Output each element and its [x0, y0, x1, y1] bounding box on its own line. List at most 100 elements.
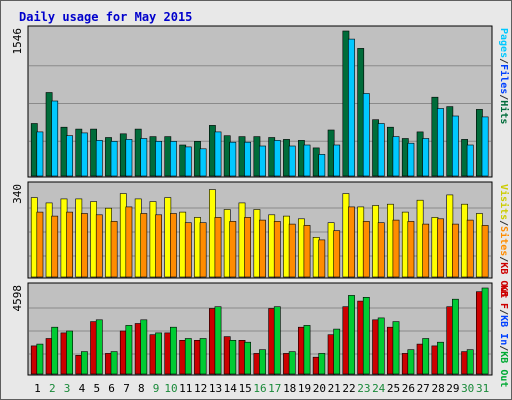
bar	[95, 214, 103, 278]
x-tick-label: 9	[153, 382, 160, 395]
bar	[386, 326, 394, 375]
bar	[386, 126, 394, 177]
bar	[214, 217, 222, 278]
bar	[297, 140, 305, 177]
bar	[446, 306, 454, 375]
bar	[475, 291, 483, 375]
bar	[407, 349, 415, 375]
legend-bottom: KB F/KB In/KB Out	[498, 285, 509, 387]
bar	[348, 295, 355, 375]
x-tick-label: 2	[49, 382, 56, 395]
bar	[244, 217, 251, 278]
bar	[422, 138, 430, 177]
bar	[466, 144, 474, 177]
bar	[194, 141, 201, 177]
bar	[273, 140, 281, 177]
bar	[45, 92, 53, 177]
legend-item: /	[498, 309, 509, 315]
bar	[446, 194, 454, 278]
x-tick-label: 20	[313, 382, 326, 395]
bar	[105, 137, 112, 177]
series-files	[36, 38, 489, 177]
y-max-label-top: 1546	[11, 28, 24, 55]
bar	[303, 144, 311, 177]
bar	[238, 339, 246, 375]
bar	[273, 306, 281, 375]
bar	[95, 319, 103, 375]
bar	[283, 215, 290, 278]
bar	[125, 139, 133, 177]
bar	[179, 211, 187, 278]
bar	[134, 128, 142, 177]
bar	[422, 223, 430, 278]
panel-middle: 340 Visits/Sites/KB Out	[11, 181, 510, 298]
legend-item: /	[498, 345, 509, 351]
x-tick-label: 14	[224, 382, 238, 395]
x-tick-label: 18	[283, 382, 296, 395]
bar	[179, 339, 187, 375]
bar	[437, 108, 444, 177]
bar	[36, 211, 44, 278]
legend-item: Visits	[498, 184, 510, 220]
bar	[214, 131, 222, 177]
bar	[333, 328, 341, 375]
bar	[259, 349, 266, 375]
bar	[75, 198, 83, 278]
x-tick-label: 6	[108, 382, 115, 395]
x-tick-label: 1	[34, 382, 41, 395]
bar	[318, 353, 326, 375]
legend-middle: Visits/Sites/KB Out	[498, 184, 510, 298]
bar	[461, 351, 468, 375]
x-tick-label: 5	[93, 382, 100, 395]
x-tick-label: 31	[476, 382, 489, 395]
bar	[110, 221, 118, 278]
bar	[60, 332, 68, 375]
bar	[66, 211, 73, 278]
x-tick-label: 13	[209, 382, 222, 395]
legend-item: KB F	[498, 285, 509, 309]
series-kb-f	[30, 291, 483, 375]
x-tick-label: 7	[123, 382, 130, 395]
series-visits	[30, 189, 483, 278]
bar	[362, 296, 370, 375]
bar	[451, 115, 459, 177]
bar	[259, 219, 266, 278]
x-tick-label: 21	[328, 382, 341, 395]
bar	[149, 201, 157, 278]
bar	[437, 218, 444, 278]
bar	[209, 308, 216, 375]
bar	[451, 298, 459, 375]
x-tick-label: 24	[372, 382, 386, 395]
bar	[348, 206, 355, 278]
bar	[170, 213, 177, 278]
bar	[318, 239, 326, 278]
bar	[466, 219, 474, 278]
bar	[105, 353, 112, 375]
bar	[437, 341, 444, 375]
legend-top: Pages/Files/Hits	[498, 28, 510, 124]
bar	[238, 136, 246, 177]
bar	[194, 339, 201, 375]
bar	[81, 351, 88, 375]
x-tick-label: 27	[417, 382, 430, 395]
bar	[288, 223, 296, 278]
bar	[238, 202, 246, 278]
bar	[481, 225, 489, 278]
y-max-label-bottom: 4598	[11, 285, 24, 312]
x-tick-label: 25	[387, 382, 400, 395]
bar	[184, 146, 192, 177]
bar	[253, 209, 261, 278]
legend-item: /	[498, 94, 509, 100]
bar	[357, 48, 365, 177]
bar	[81, 132, 88, 177]
bar	[446, 106, 454, 177]
bar	[407, 142, 415, 177]
x-tick-label: 26	[402, 382, 415, 395]
legend-item: Pages	[498, 28, 509, 58]
bar	[461, 139, 468, 177]
bar	[372, 119, 379, 177]
bar	[155, 332, 162, 375]
bar	[392, 321, 400, 375]
